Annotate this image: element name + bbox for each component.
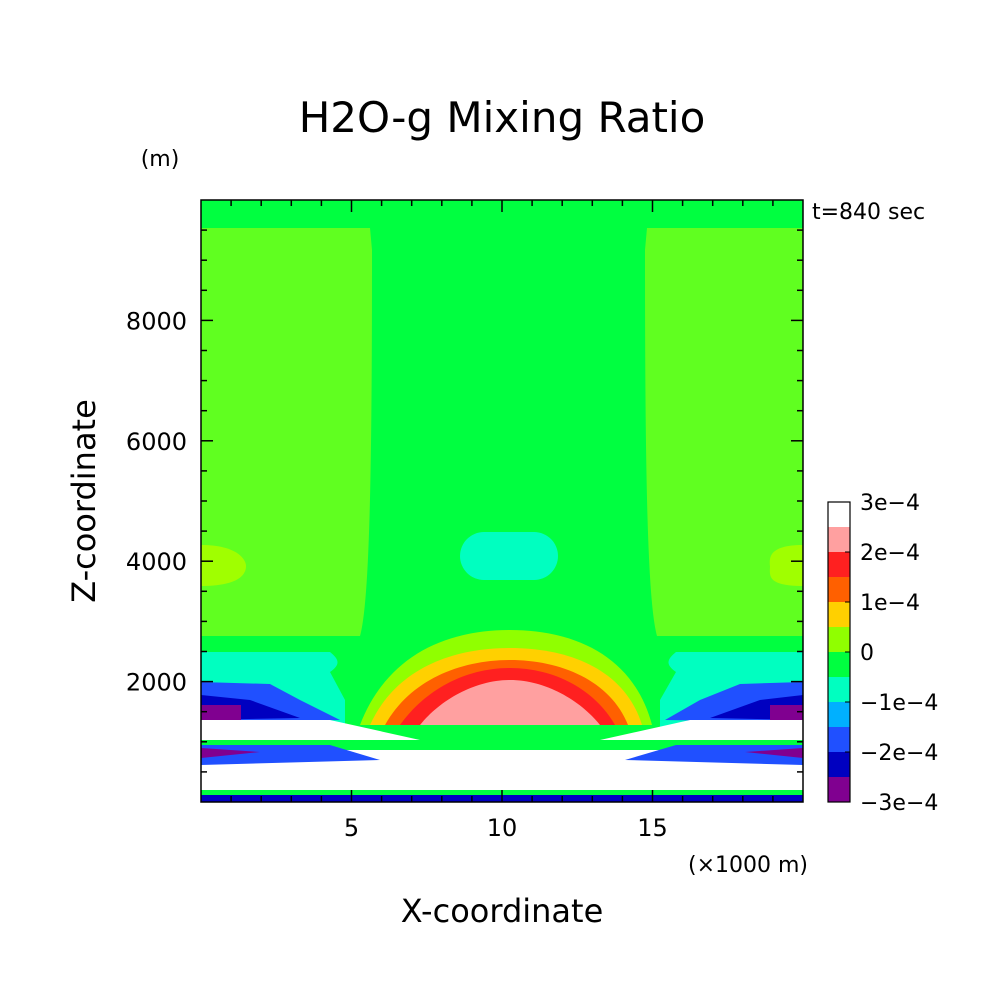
axis-ticks [201,200,803,802]
x-tick-label: 15 [637,814,668,842]
colorbar-swatch [828,727,850,752]
colorbar-swatch [828,552,850,577]
colorbar-swatch [828,652,850,677]
band-bottom-1 [201,745,380,765]
region-left-upper-band [201,228,372,636]
x-tick-label: 10 [487,814,518,842]
region-right-bump [769,545,803,586]
band-bottom-2 [201,748,260,758]
x-tick-label: 5 [344,814,359,842]
y-unit: (m) [141,147,180,172]
band-bottom-1r [625,745,803,765]
time-annotation: t=840 sec [812,200,925,225]
region-left-bump [201,545,246,586]
colorbar-swatch [828,627,850,652]
band-bottom-2r [745,748,803,758]
colorbar-label: −2e−4 [860,741,938,766]
y-axis-label: Z-coordinate [65,399,103,603]
band-low-5r [770,705,803,720]
colorbar-swatch [828,777,850,802]
colorbar-swatch [828,527,850,552]
colorbar-swatch [828,702,850,727]
colorbar-swatch [828,677,850,702]
colorbar-label: −3e−4 [860,791,938,816]
colorbar-swatch [828,752,850,777]
colorbar-label: 1e−4 [860,591,920,616]
colorbar-swatch [828,577,850,602]
colorbar: 3e−4 2e−4 1e−4 0 −1e−4 −2e−4 −3e−4 [827,491,938,816]
colorbar-label: 2e−4 [860,541,920,566]
region-right-upper-band [645,228,803,636]
colorbar-label: 0 [860,641,874,666]
region-white-mid [201,720,803,740]
y-tick-label: 2000 [126,669,187,697]
band-low-5 [201,705,241,720]
x-unit: (×1000 m) [688,853,808,878]
colorbar-label: −1e−4 [860,691,938,716]
tick-labels: 5 10 15 2000 4000 6000 8000 [126,307,668,842]
plume-pink [420,680,600,725]
plot-area [201,200,803,802]
colorbar-swatch [828,602,850,627]
colorbar-label: 3e−4 [860,491,920,516]
y-tick-label: 6000 [126,428,187,456]
y-tick-label: 8000 [126,307,187,335]
chart-title: H2O-g Mixing Ratio [299,93,706,142]
x-axis-label: X-coordinate [401,892,604,930]
y-tick-label: 4000 [126,548,187,576]
region-mid-anomaly [460,532,558,580]
